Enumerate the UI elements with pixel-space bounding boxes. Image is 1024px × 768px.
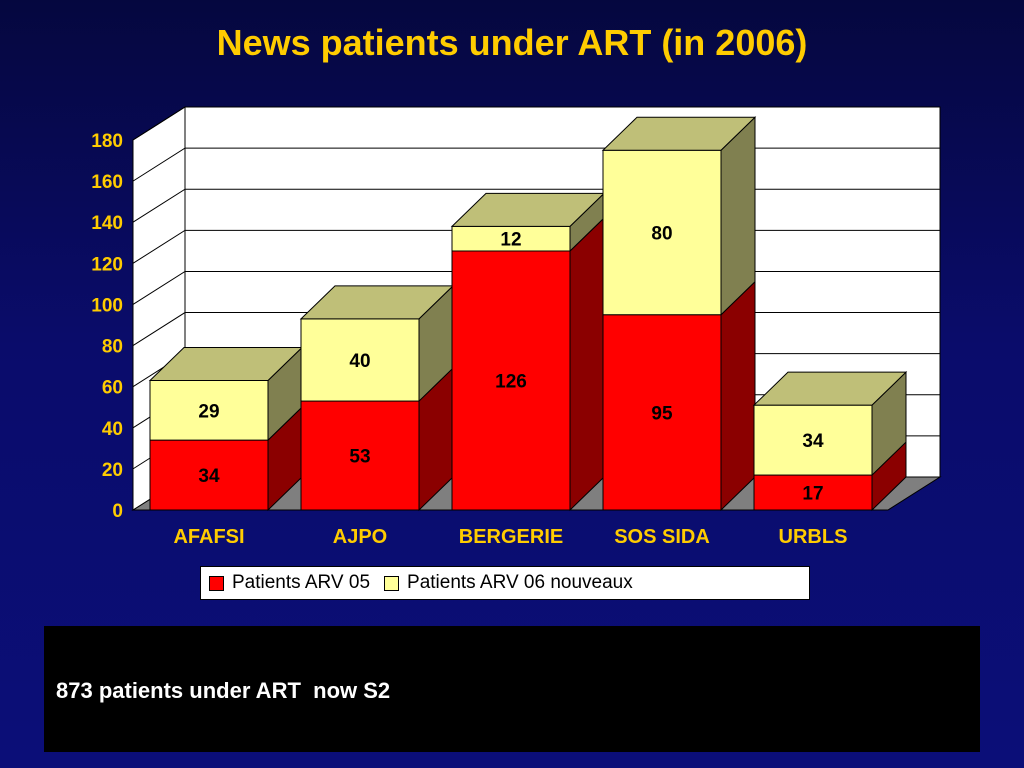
y-tick-label: 120: [91, 254, 123, 275]
note-text: 873 patients under ART now S2: [56, 678, 391, 703]
bar-segment: [451, 250, 571, 511]
bar-segment: [149, 439, 269, 511]
bar-side: [569, 216, 605, 512]
stacked-bar-chart: 0 20 40 60 80 100 120 140 160 180 34 29 AFAFSI 53 40 AJ…: [91, 106, 942, 548]
data-label: 40: [349, 351, 370, 372]
data-label: 34: [198, 466, 220, 487]
bar-side: [720, 116, 756, 316]
x-category-label: AJPO: [333, 526, 387, 548]
data-label: 95: [651, 403, 673, 424]
data-label: 17: [802, 484, 823, 505]
bar-top: [752, 371, 908, 406]
bar-segment: [300, 318, 420, 402]
y-tick-label: 160: [91, 172, 123, 193]
data-label: 12: [500, 230, 521, 251]
x-category-label: URBLS: [779, 526, 848, 548]
data-label: 126: [495, 372, 527, 393]
y-tick-label: 180: [91, 131, 123, 152]
legend-swatch-red: [209, 575, 224, 591]
legend-label-arv06: Patients ARV 06 nouveaux: [407, 572, 633, 593]
bar-segment: [753, 474, 873, 511]
y-tick-label: 0: [112, 501, 123, 522]
chart-legend: Patients ARV 05 Patients ARV 06 nouveaux: [200, 566, 810, 600]
x-category-label: AFAFSI: [173, 526, 244, 548]
bar-segment: [300, 400, 420, 511]
legend-swatch-yellow: [384, 575, 400, 591]
data-label: 80: [651, 224, 672, 245]
data-label: 34: [802, 431, 824, 452]
bar-segment: [451, 225, 571, 252]
legend-label-arv05: Patients ARV 05: [232, 572, 371, 593]
chart-title: News patients under ART (in 2006): [216, 22, 808, 63]
legend-item-arv06: Patients ARV 06 nouveaux: [384, 572, 633, 594]
gridline: [132, 106, 940, 141]
y-tick-label: 80: [102, 337, 123, 358]
bar-segment: [149, 380, 269, 441]
y-tick-label: 140: [91, 213, 123, 234]
data-label: 53: [349, 447, 370, 468]
y-tick-label: 40: [102, 419, 123, 440]
y-tick-label: 20: [102, 460, 123, 481]
data-label: 29: [198, 401, 219, 422]
x-category-label: SOS SIDA: [614, 526, 710, 548]
bar-side: [720, 280, 756, 512]
y-tick-label: 100: [91, 295, 123, 316]
legend-item-arv05: Patients ARV 05: [209, 572, 370, 594]
bar-segment: [602, 314, 722, 511]
bar-top: [601, 116, 757, 151]
y-tick-label: 60: [102, 378, 123, 399]
bar-segment: [602, 149, 722, 316]
x-category-label: BERGERIE: [459, 526, 563, 548]
note-box: 873 patients under ART now S2: [44, 626, 980, 752]
